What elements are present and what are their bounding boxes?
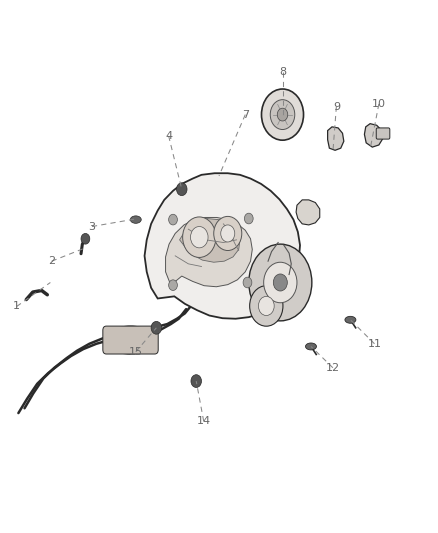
Text: 11: 11	[367, 339, 381, 349]
FancyBboxPatch shape	[376, 128, 390, 139]
Polygon shape	[328, 127, 344, 150]
Circle shape	[277, 108, 288, 121]
Circle shape	[214, 216, 242, 251]
Circle shape	[169, 280, 177, 290]
Circle shape	[261, 89, 304, 140]
Circle shape	[273, 274, 287, 291]
Circle shape	[249, 244, 312, 321]
Text: 12: 12	[326, 363, 340, 373]
Circle shape	[221, 225, 235, 242]
Text: 1: 1	[13, 302, 20, 311]
Text: 15: 15	[129, 347, 143, 357]
FancyBboxPatch shape	[103, 326, 158, 354]
Polygon shape	[180, 219, 240, 262]
Text: 10: 10	[372, 99, 386, 109]
Circle shape	[151, 321, 162, 334]
Text: 14: 14	[197, 416, 211, 426]
Circle shape	[183, 217, 216, 257]
Circle shape	[270, 100, 295, 130]
Circle shape	[191, 227, 208, 248]
Text: 8: 8	[279, 67, 286, 77]
Polygon shape	[166, 217, 252, 287]
Text: 2: 2	[48, 256, 55, 266]
Ellipse shape	[345, 316, 356, 323]
Ellipse shape	[131, 216, 141, 223]
Circle shape	[250, 286, 283, 326]
Text: 4: 4	[165, 131, 172, 141]
Circle shape	[244, 213, 253, 224]
Circle shape	[169, 214, 177, 225]
Circle shape	[258, 296, 274, 316]
Circle shape	[243, 277, 252, 288]
Circle shape	[81, 233, 90, 244]
Circle shape	[191, 375, 201, 387]
Ellipse shape	[105, 326, 156, 354]
Circle shape	[264, 262, 297, 303]
Text: 3: 3	[88, 222, 95, 231]
Text: 7: 7	[242, 110, 249, 119]
Ellipse shape	[305, 343, 316, 350]
Circle shape	[177, 183, 187, 196]
Text: 9: 9	[333, 102, 340, 111]
Polygon shape	[364, 124, 383, 147]
Polygon shape	[296, 200, 320, 225]
Polygon shape	[145, 173, 300, 319]
